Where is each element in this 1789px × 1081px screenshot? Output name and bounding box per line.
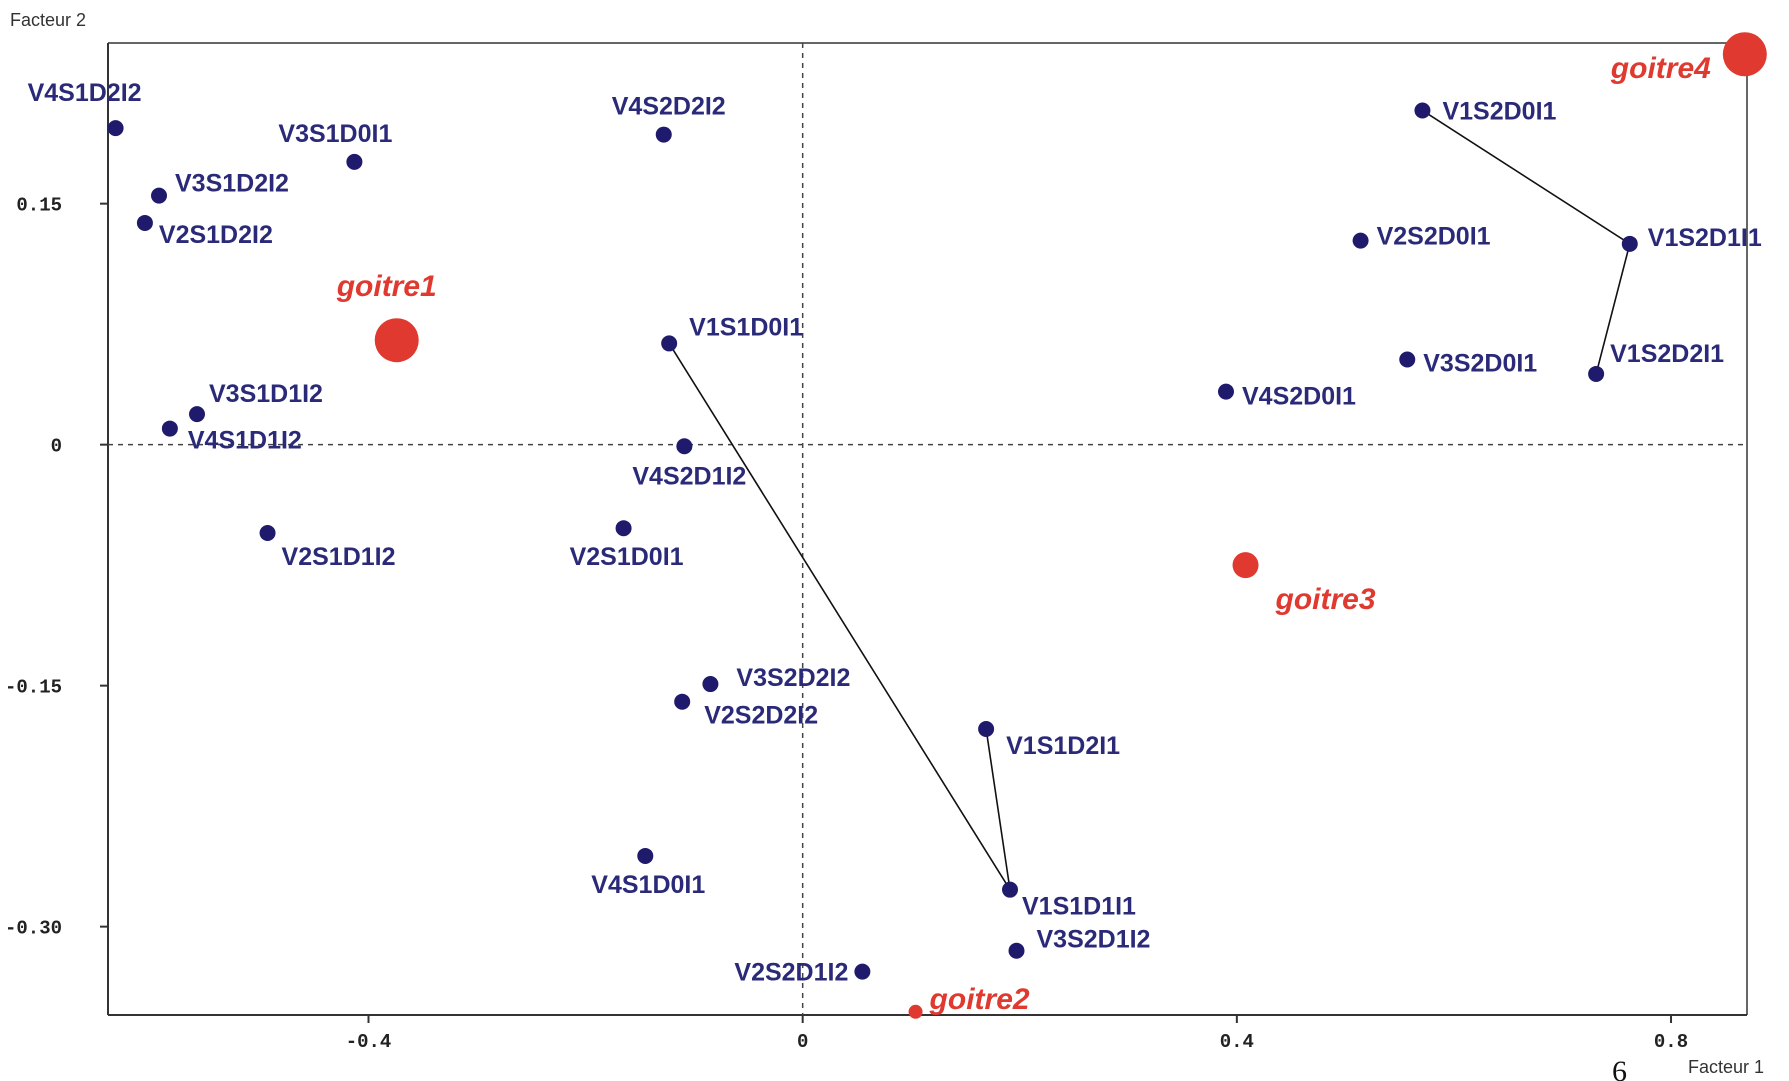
x-tick-label: 0.4	[1220, 1031, 1254, 1053]
point-marker	[161, 420, 178, 437]
y-tick-label: -0.15	[5, 677, 62, 699]
point-label: V2S1D1I2	[282, 543, 396, 571]
point-label: V4S2D2I2	[612, 93, 726, 121]
page-number: 6	[1612, 1055, 1627, 1081]
point-marker	[107, 120, 124, 137]
point-label: V3S1D0I1	[278, 120, 392, 148]
point-label: V1S2D0I1	[1442, 97, 1556, 125]
y-axis-title: Facteur 2	[10, 10, 86, 30]
point-label: V3S1D2I2	[175, 170, 289, 198]
point-marker	[1399, 351, 1416, 368]
point-marker	[702, 676, 719, 693]
point-marker	[1414, 102, 1431, 119]
supplementary-marker	[1722, 32, 1767, 77]
point-marker	[637, 847, 654, 864]
x-axis-title: Facteur 1	[1688, 1057, 1764, 1077]
point-marker	[978, 721, 995, 738]
point-marker	[259, 525, 276, 542]
point-label: V2S2D2I2	[704, 702, 818, 730]
point-marker	[1621, 235, 1638, 252]
point-label: V1S1D2I1	[1006, 732, 1120, 760]
point-marker	[854, 963, 871, 980]
point-label: V4S1D0I1	[591, 871, 705, 899]
point-label: V4S2D1I2	[632, 462, 746, 490]
supplementary-marker	[1232, 552, 1259, 579]
point-marker	[615, 520, 632, 537]
reference-lines	[108, 43, 1747, 1015]
point-label: V3S2D0I1	[1423, 350, 1537, 378]
point-label: V1S2D1I1	[1648, 224, 1762, 252]
axes	[107, 42, 1748, 1016]
point-marker	[1008, 942, 1025, 959]
point-marker	[1217, 383, 1234, 400]
x-tick-label: 0	[797, 1031, 808, 1053]
point-label: V1S1D0I1	[689, 313, 803, 341]
point-label: V1S1D1I1	[1022, 893, 1136, 921]
supplementary-label: goitre2	[929, 983, 1030, 1016]
point-label: V3S1D1I2	[209, 380, 323, 408]
supplementary-label: goitre4	[1610, 52, 1711, 85]
data-points: V4S1D2I2 V3S1D0I1 V3S1D2I2 V2S1D2I2 V4S2D2I2…	[28, 79, 1762, 986]
point-marker	[674, 693, 691, 710]
y-tick-label: -0.30	[5, 918, 62, 940]
point-label: V4S1D1I2	[188, 427, 302, 455]
point-marker	[136, 214, 153, 231]
point-marker	[1352, 232, 1369, 249]
point-label: V2S2D0I1	[1377, 223, 1491, 251]
point-marker	[346, 153, 363, 170]
supplementary-label: goitre1	[336, 270, 437, 303]
y-tick-label: 0.15	[16, 195, 62, 217]
point-marker	[1588, 365, 1605, 382]
ticks: -0.4 0 0.4 0.8 0.15 0 -0.15 -0.30	[5, 195, 1688, 1053]
point-label: V4S1D2I2	[28, 79, 142, 107]
supplementary-points: goitre1 goitre2 goitre3 goitre4	[336, 32, 1767, 1019]
trajectory-path	[668, 343, 1011, 891]
point-marker	[189, 406, 206, 423]
point-marker	[1001, 881, 1018, 898]
point-marker	[661, 335, 678, 352]
supplementary-marker	[374, 318, 419, 363]
point-marker	[655, 126, 672, 143]
point-label: V1S2D2I1	[1610, 340, 1724, 368]
point-label: V3S2D2I2	[736, 664, 850, 692]
point-label: V2S2D1I2	[734, 959, 848, 987]
x-tick-label: -0.4	[346, 1031, 392, 1053]
point-label: V4S2D0I1	[1242, 383, 1356, 411]
supplementary-label: goitre3	[1275, 583, 1376, 616]
point-marker	[676, 438, 693, 455]
point-label: V3S2D1I2	[1037, 926, 1151, 954]
x-tick-label: 0.8	[1654, 1031, 1688, 1053]
point-marker	[151, 187, 168, 204]
supplementary-marker	[908, 1004, 923, 1019]
point-label: V2S1D2I2	[159, 221, 273, 249]
y-tick-label: 0	[51, 436, 62, 458]
point-label: V2S1D0I1	[570, 543, 684, 571]
